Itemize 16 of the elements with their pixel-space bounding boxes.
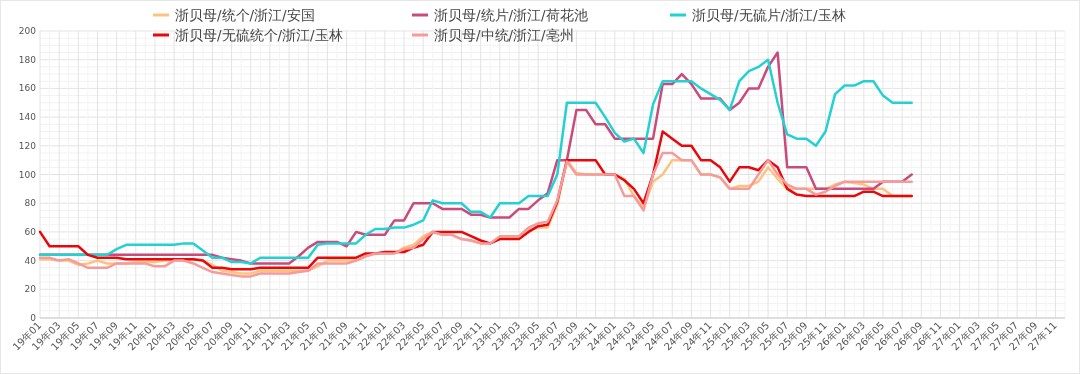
y-tick-label: 160 [18,83,37,94]
y-tick-label: 80 [24,198,37,209]
legend-label: 浙贝母/无硫片/浙江/玉林 [692,7,846,23]
y-tick-label: 140 [18,112,37,123]
y-tick-label: 0 [30,313,37,323]
legend-label: 浙贝母/中统/浙江/亳州 [434,27,574,43]
y-tick-label: 180 [18,54,37,65]
legend-label: 浙贝母/无硫统个/浙江/玉林 [175,27,343,43]
y-tick-label: 120 [18,140,37,151]
y-tick-label: 60 [24,226,37,237]
y-tick-label: 20 [24,284,37,295]
y-tick-label: 100 [18,169,37,180]
legend-label: 浙贝母/统个/浙江/安国 [175,7,315,23]
legend-label: 浙贝母/统片/浙江/荷花池 [434,7,588,23]
y-tick-label: 40 [24,255,37,266]
y-tick-label: 200 [18,26,37,36]
